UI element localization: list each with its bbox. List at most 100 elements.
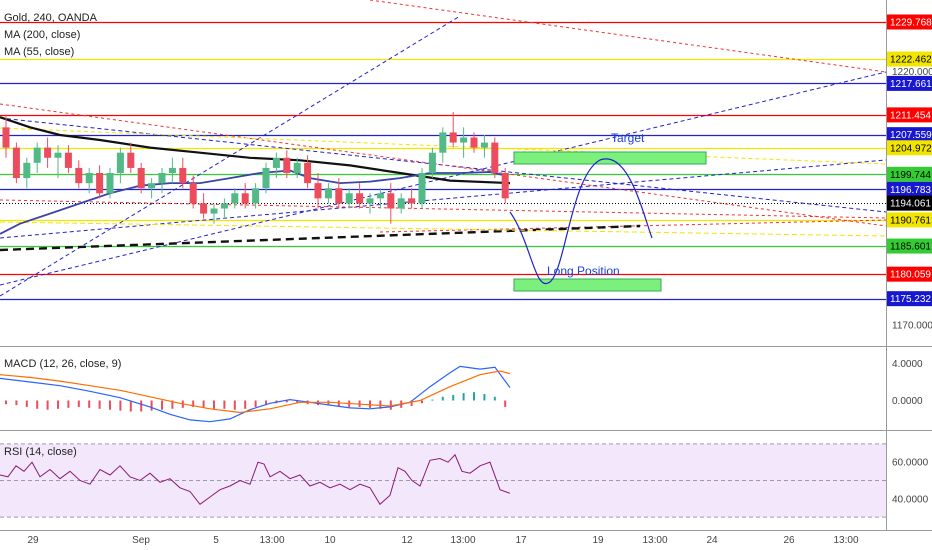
price-tag-label: 1180.059 <box>890 270 931 281</box>
price-tag-label: 1190.761 <box>890 215 931 226</box>
trend-line <box>369 0 887 73</box>
trend-line <box>0 221 887 237</box>
time-tick-label: 12 <box>401 535 413 546</box>
price-tag-box <box>887 51 932 67</box>
macd-histogram-bar <box>36 400 39 409</box>
time-tick-label: 19 <box>592 535 604 546</box>
candle-up <box>376 193 384 199</box>
time-tick-label: 17 <box>515 535 527 546</box>
candle-down <box>127 152 135 168</box>
target-box <box>513 151 707 165</box>
macd-histogram-bar <box>109 400 111 410</box>
candle-up <box>480 142 488 148</box>
candle-down <box>75 167 83 184</box>
candle-down <box>470 137 478 148</box>
candle-down <box>335 188 343 204</box>
candle-down <box>200 203 208 214</box>
candle-down <box>2 127 10 148</box>
long-position-box <box>513 278 662 292</box>
candle-up <box>460 137 468 143</box>
candle-up <box>366 198 374 204</box>
macd-histogram-bar <box>213 400 215 409</box>
candle-up <box>220 203 228 209</box>
macd-histogram-bar <box>129 400 132 412</box>
price-tag-box <box>887 140 932 156</box>
time-tick-label: 13:00 <box>450 535 475 546</box>
candle-down <box>304 162 312 184</box>
macd-histogram-bar <box>46 400 49 410</box>
price-tag-box <box>887 195 932 211</box>
macd-histogram-bar <box>296 400 299 404</box>
macd-histogram-bar <box>67 400 70 408</box>
candle-down <box>387 193 395 209</box>
trend-line <box>379 219 887 233</box>
price-tag-box <box>887 266 932 282</box>
macd-histogram-bar <box>192 400 195 407</box>
price-tag-label: 1211.454 <box>890 110 931 121</box>
rsi-tick-label: 60.0000 <box>892 458 929 469</box>
macd-histogram-bar <box>265 400 267 406</box>
price-tag-box <box>887 14 932 30</box>
candle-up <box>231 193 239 204</box>
candle-up <box>324 188 332 199</box>
candles <box>2 112 509 224</box>
price-tag-label: 1217.661 <box>890 79 932 90</box>
candle-down <box>179 167 187 184</box>
time-tick-label: 13:00 <box>833 535 858 546</box>
candle-down <box>408 198 416 204</box>
price-tick-label: 1170.000 <box>892 321 932 332</box>
price-tag-label: 1199.744 <box>890 170 931 181</box>
candle-down <box>449 132 457 143</box>
rsi-legend: RSI (14, close) <box>4 446 77 458</box>
macd-histogram-bar <box>119 400 122 411</box>
macd-histogram-bar <box>462 393 465 401</box>
candle-up <box>85 173 93 184</box>
macd-histogram-bar <box>161 400 163 410</box>
candle-up <box>54 152 62 158</box>
macd-histogram-bar <box>452 394 455 401</box>
ma55-legend: MA (55, close) <box>4 46 74 58</box>
rsi-panel <box>0 443 886 518</box>
time-tick-label: 24 <box>706 535 718 546</box>
price-tag-label: 1175.232 <box>890 294 931 305</box>
candle-up <box>210 208 218 214</box>
candle-down <box>314 183 322 199</box>
ma200-line <box>0 116 511 185</box>
price-tag-box <box>887 212 932 228</box>
macd-histogram-bar <box>88 400 91 408</box>
macd-histogram-bar <box>504 400 507 407</box>
macd-histogram-bar <box>202 400 205 408</box>
projected-path <box>509 158 653 285</box>
price-tag-label: 1222.462 <box>890 55 932 66</box>
macd-legend: MACD (12, 26, close, 9) <box>4 358 121 370</box>
macd-line <box>0 365 511 423</box>
candle-down <box>64 152 72 168</box>
macd-histogram-bar <box>244 400 247 409</box>
macd-histogram-bar <box>285 400 288 403</box>
trend-line <box>0 224 641 252</box>
macd-histogram-bar <box>150 400 153 411</box>
candle-down <box>12 147 20 179</box>
price-tags: 1229.768 1222.462 1217.661 1211.454 1207.559… <box>887 14 932 307</box>
candle-up <box>439 132 447 153</box>
rsi-tick-label: 40.0000 <box>892 494 929 505</box>
macd-histogram-bar <box>473 392 475 401</box>
candle-down <box>137 167 145 189</box>
trend-line <box>0 199 887 219</box>
target-label: Target <box>611 131 645 145</box>
macd-histogram-bar <box>15 400 18 406</box>
macd-histogram-bar <box>421 400 423 404</box>
rsi-line <box>0 453 511 506</box>
macd-histogram-bar <box>379 400 382 409</box>
price-tag-label: 1196.783 <box>890 185 931 196</box>
candle-down <box>189 183 197 204</box>
price-tag-label: 1207.559 <box>890 130 932 141</box>
candle-up <box>397 198 405 209</box>
candle-down <box>241 193 249 204</box>
candle-up <box>428 152 436 173</box>
candle-up <box>33 147 41 163</box>
price-tag-label: 1229.768 <box>890 17 932 28</box>
price-tag-box <box>887 181 932 197</box>
macd-histogram-bar <box>223 400 226 409</box>
